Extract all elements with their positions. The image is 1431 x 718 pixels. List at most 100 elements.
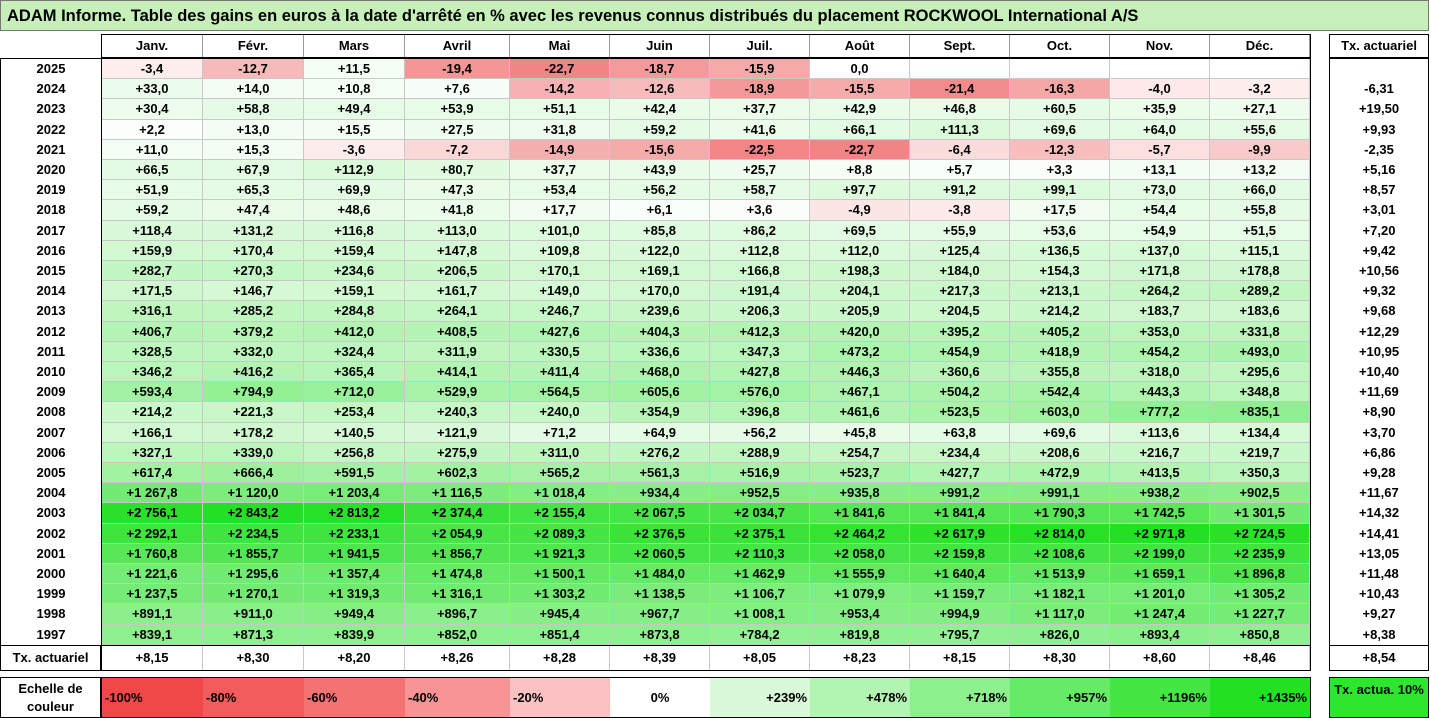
tx-actuariel-value: -6,31 xyxy=(1364,81,1394,97)
heatmap-cell: +253,4 xyxy=(304,402,405,423)
heatmap-cell: +2 374,4 xyxy=(405,503,510,524)
heatmap-row: +2,2 +13,0 +15,5 +27,5 +31,8 +59,2 +41,6 +66,1 +… xyxy=(102,119,1310,140)
heatmap-cell: +66,1 xyxy=(810,119,910,140)
heatmap-cell: +37,7 xyxy=(710,99,810,120)
heatmap-cell: +134,4 xyxy=(1210,422,1310,443)
color-scale-label: Echelle de couleur xyxy=(0,677,101,718)
heatmap-cell: +327,1 xyxy=(102,442,203,464)
heatmap-row: +593,4 +794,9 +712,0 +529,9 +564,5 +605,6 +576… xyxy=(102,382,1310,403)
heatmap-cell: +67,9 xyxy=(203,160,304,181)
heatmap-row: +346,2 +416,2 +365,4 +414,1 +411,4 +468,0 +427… xyxy=(102,362,1310,383)
heatmap-row: +59,2 +47,4 +48,6 +41,8 +17,7 +6,1 +3,6 -4,9 -3,… xyxy=(102,200,1310,221)
heatmap-cell: +593,4 xyxy=(102,382,203,403)
heatmap-cell: +48,6 xyxy=(304,200,405,221)
heatmap-cell: +64,0 xyxy=(1110,119,1210,140)
heatmap-row: +159,9 +170,4 +159,4 +147,8 +109,8 +122,0 +112… xyxy=(102,240,1310,262)
heatmap-cell: +85,8 xyxy=(610,220,710,241)
heatmap-cell: +461,6 xyxy=(810,402,910,423)
month-header-9: Sept. xyxy=(910,35,1010,57)
heatmap-cell: +30,4 xyxy=(102,99,203,120)
heatmap-cell: +1 742,5 xyxy=(1110,503,1210,524)
heatmap-cell: +1 267,8 xyxy=(102,483,203,504)
heatmap-cell: +1 303,2 xyxy=(510,584,610,605)
page-title: ADAM Informe. Table des gains en euros à… xyxy=(0,0,1429,31)
year-labels-column: 2025 2024 2023 2022 2021 2020 2019 2018 2017 2016… xyxy=(0,58,101,646)
heatmap-cell: +198,3 xyxy=(810,261,910,282)
heatmap-row: +51,9 +65,3 +69,9 +47,3 +53,4 +56,2 +58,7 +97,7… xyxy=(102,180,1310,201)
heatmap-cell: +2 971,8 xyxy=(1110,523,1210,544)
heatmap-cell: +131,2 xyxy=(203,220,304,241)
heatmap-cell: +204,1 xyxy=(810,281,910,302)
heatmap-cell: +468,0 xyxy=(610,362,710,383)
heatmap-cell: +852,0 xyxy=(405,624,510,645)
heatmap-cell: +7,6 xyxy=(405,79,510,100)
heatmap-cell: +42,4 xyxy=(610,99,710,120)
heatmap-cell: +55,9 xyxy=(910,220,1010,241)
heatmap-cell: +2 067,5 xyxy=(610,503,710,524)
heatmap-cell: +99,1 xyxy=(1010,180,1110,201)
heatmap-cell: +666,4 xyxy=(203,463,304,484)
heatmap-row: +1 221,6 +1 295,6 +1 357,4 +1 474,8 +1 500,1… xyxy=(102,564,1310,585)
heatmap-cell: +1 513,9 xyxy=(1010,564,1110,585)
tx-actuariel-value: +8,38 xyxy=(1362,626,1396,642)
heatmap-cell: +80,7 xyxy=(405,160,510,181)
heatmap-cell: +221,3 xyxy=(203,402,304,423)
heatmap-cell: +111,3 xyxy=(910,119,1010,140)
color-scale-step: +957% xyxy=(1010,678,1110,717)
heatmap-cell: 0,0 xyxy=(810,59,910,80)
heatmap-cell: -5,7 xyxy=(1110,139,1210,161)
heatmap-cell: +591,5 xyxy=(304,463,405,484)
heatmap-cell: +53,6 xyxy=(1010,220,1110,241)
heatmap-cell: +565,2 xyxy=(510,463,610,484)
heatmap-cell: +795,7 xyxy=(910,624,1010,645)
heatmap-cell: +3,6 xyxy=(710,200,810,221)
heatmap-cell: -3,4 xyxy=(102,59,203,80)
heatmap-cell: +2,2 xyxy=(102,119,203,140)
heatmap-cell: +289,2 xyxy=(1210,281,1310,302)
heatmap-cell: -15,5 xyxy=(810,79,910,100)
total-value: +8,23 xyxy=(810,646,910,670)
tx-actuariel-value: +9,68 xyxy=(1362,303,1396,319)
total-value: +8,15 xyxy=(102,646,203,670)
heatmap-cell: +15,3 xyxy=(203,139,304,161)
heatmap-cell: +2 110,3 xyxy=(710,543,810,565)
heatmap-cell: +396,8 xyxy=(710,402,810,423)
color-scale-step: +478% xyxy=(810,678,910,717)
heatmap-cell: +529,9 xyxy=(405,382,510,403)
heatmap-grid: -3,4 -12,7 +11,5 -19,4 -22,7 -18,7 -15,9 0,0 +33… xyxy=(101,58,1311,646)
heatmap-cell: +55,8 xyxy=(1210,200,1310,221)
heatmap-cell: +146,7 xyxy=(203,281,304,302)
month-header-5: Mai xyxy=(510,35,610,57)
heatmap-cell: +214,2 xyxy=(102,402,203,423)
heatmap-cell: +109,8 xyxy=(510,240,610,262)
heatmap-cell: +1 270,1 xyxy=(203,584,304,605)
tx-actuariel-value: +10,95 xyxy=(1358,343,1400,359)
heatmap-cell: +191,4 xyxy=(710,281,810,302)
heatmap-cell xyxy=(1110,59,1210,80)
heatmap-cell: +523,5 xyxy=(910,402,1010,423)
heatmap-row: +11,0 +15,3 -3,6 -7,2 -14,9 -15,6 -22,5 -22,7 -6… xyxy=(102,139,1310,161)
tx-actuariel-value: +11,67 xyxy=(1359,485,1399,501)
heatmap-cell: -12,6 xyxy=(610,79,710,100)
heatmap-cell: +835,1 xyxy=(1210,402,1310,423)
heatmap-cell: +504,2 xyxy=(910,382,1010,403)
heatmap-cell: +416,2 xyxy=(203,362,304,383)
month-header-row: Janv. Févr. Mars Avril Mai Juin Juil. Août Sept.… xyxy=(101,34,1311,58)
heatmap-cell: +938,2 xyxy=(1110,483,1210,504)
tx-actuariel-value: +3,70 xyxy=(1362,424,1396,440)
heatmap-cell: +1 008,1 xyxy=(710,604,810,625)
heatmap-cell: -15,9 xyxy=(710,59,810,80)
heatmap-cell: +360,6 xyxy=(910,362,1010,383)
heatmap-cell: +427,7 xyxy=(910,463,1010,484)
heatmap-cell: +166,1 xyxy=(102,422,203,443)
heatmap-cell: -3,2 xyxy=(1210,79,1310,100)
heatmap-cell: +101,0 xyxy=(510,220,610,241)
heatmap-cell: +1 484,0 xyxy=(610,564,710,585)
year-label: 2022 xyxy=(36,121,66,137)
heatmap-cell: +891,1 xyxy=(102,604,203,625)
heatmap-cell: +473,2 xyxy=(810,341,910,363)
heatmap-row: +166,1 +178,2 +140,5 +121,9 +71,2 +64,9 +56,2 +… xyxy=(102,422,1310,443)
heatmap-cell: +2 292,1 xyxy=(102,523,203,544)
color-scale-step: -100% xyxy=(102,678,203,717)
heatmap-cell: +523,7 xyxy=(810,463,910,484)
